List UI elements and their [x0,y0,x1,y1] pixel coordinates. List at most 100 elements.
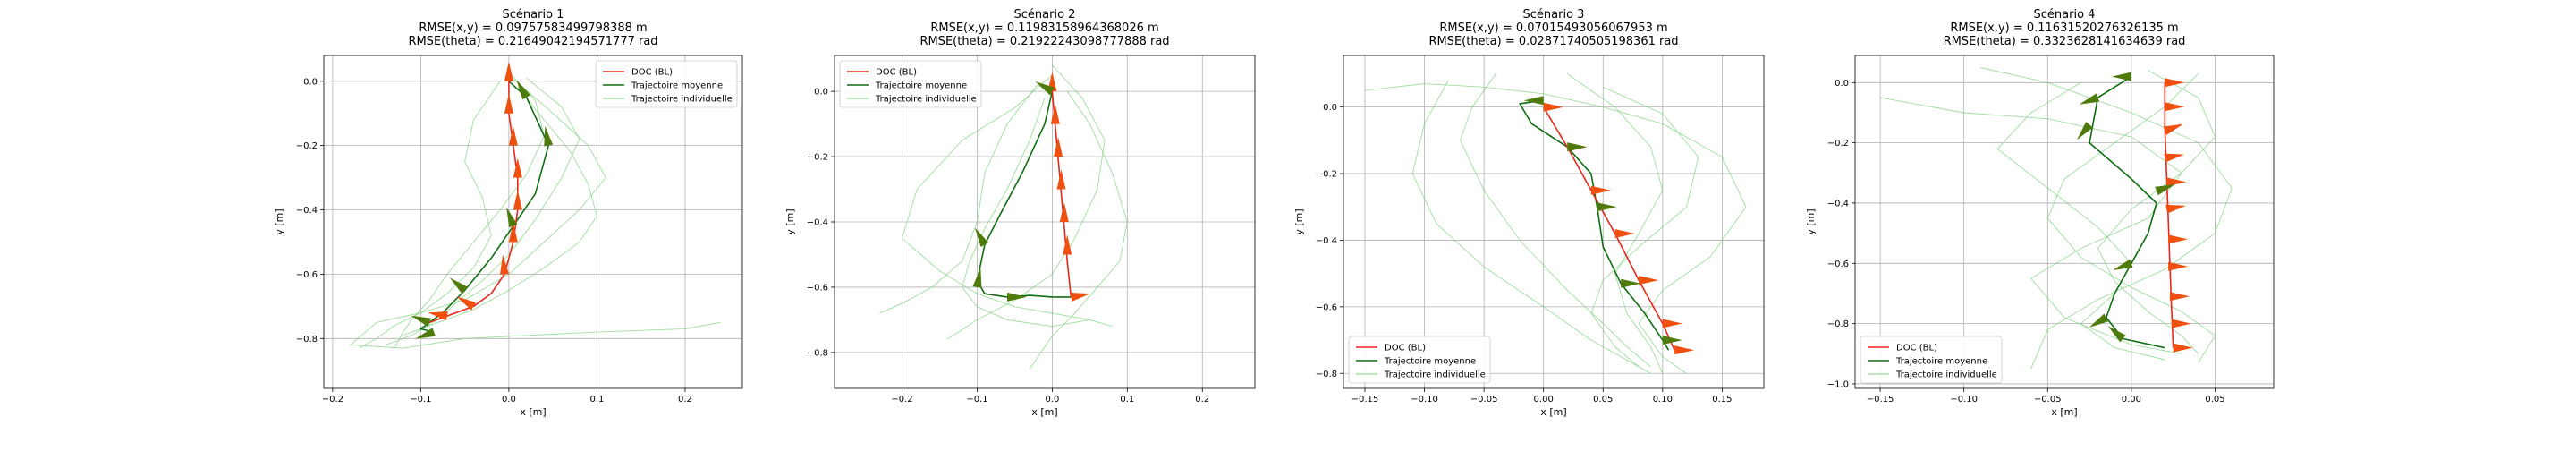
x-tick-label: 0.05 [2205,395,2224,404]
orientation-arrow-doc [1070,292,1091,302]
legend-label-doc: DOC (BL) [631,68,673,78]
legend-label-mean: Trajectoire moyenne [631,81,723,91]
orientation-arrow-doc [2168,261,2189,271]
orientation-arrow-mean [1523,96,1544,106]
legend-box [595,60,738,108]
orientation-arrow-doc [1614,229,1635,238]
y-tick-label: −0.6 [1316,302,1337,312]
y-tick-label: −0.8 [1827,319,1849,329]
chart-title-line: RMSE(theta) = 0.21649042194571777 rad [408,35,657,48]
x-tick-label: 0.0 [502,395,516,404]
x-axis-label: x [m] [2051,406,2077,418]
chart-panel-4: −0.15 −0.10 −0.05 0.00 0.05 0.0 −0.2 −0.4 −0.6 −0… [1805,8,2275,418]
chart-title-line: RMSE(x,y) = 0.09757583499798388 m [419,21,647,35]
series-line-individual [1996,81,2165,361]
chart-title-line: Scénario 1 [503,8,564,21]
x-tick-label: 0.10 [1653,395,1673,404]
y-tick-label: −0.2 [296,141,318,151]
orientation-arrow-mean [1597,202,1617,212]
chart-panel-2: −0.2 −0.1 0.0 0.1 0.2 0.0 −0.2 −0.4 −0.6 −0.8 x [m… [784,8,1256,418]
orientation-arrow-doc [2165,204,2186,214]
orientation-arrow-mean [411,315,431,327]
series-line-individual [902,74,1113,328]
legend-label-mean: Trajectoire moyenne [1895,357,1987,367]
orientation-arrow-doc [2168,234,2189,244]
x-tick-label: −0.15 [1352,395,1379,404]
legend-label-doc: DOC (BL) [876,68,917,78]
axes-frame [1854,55,2275,389]
orientation-arrow-doc [1063,234,1072,255]
legend-box [1860,336,2003,384]
orientation-arrow-doc [1059,202,1069,222]
chart-title-line: Scénario 3 [1523,8,1585,21]
chart-title-line: RMSE(theta) = 0.21922243098777888 rad [919,35,1169,48]
y-tick-label: −0.2 [807,153,828,163]
orientation-arrow-doc [1662,319,1682,328]
orientation-arrow-mean [1567,142,1588,152]
x-tick-label: 0.00 [1534,395,1554,404]
legend: DOC (BL) Trajectoire moyenne Trajectoire i… [839,60,982,108]
y-tick-label: −0.4 [1827,199,1849,208]
legend-label-doc: DOC (BL) [1896,344,1937,353]
orientation-arrow-doc [504,61,513,81]
plot-content [1364,73,1747,374]
series-line-individual [2097,70,2216,354]
y-axis-label: y [m] [1805,208,1817,234]
chart-panel-3: −0.15 −0.10 −0.05 0.00 0.05 0.10 0.15 0.0 −0.2 −0… [1293,8,1765,418]
orientation-arrow-mean [974,227,989,247]
orientation-arrow-doc [1056,169,1066,190]
series-line-individual [1590,86,1699,368]
legend: DOC (BL) Trajectoire moyenne Trajectoire i… [1348,336,1491,384]
chart-title-line: RMSE(x,y) = 0.11631520276326135 m [1950,21,2178,35]
orientation-arrow-mean [1662,336,1682,345]
series-line-individual [2046,72,2216,363]
x-tick-label: 0.1 [589,395,604,404]
orientation-arrow-mean [2076,122,2093,140]
legend: DOC (BL) Trajectoire moyenne Trajectoire i… [595,60,738,108]
series-line-doc [1051,91,1072,297]
orientation-arrow-doc [1674,345,1695,355]
orientation-arrow-doc [428,311,448,321]
x-tick-label: 0.1 [1120,395,1134,404]
series-line-individual [385,77,580,345]
orientation-arrow-doc [504,93,513,114]
series-line-individual [879,84,1038,314]
y-tick-label: −0.6 [296,270,318,280]
y-tick-label: −0.6 [807,283,828,293]
y-tick-label: −0.2 [1316,170,1337,180]
orientation-arrow-doc [1639,276,1659,285]
chart-title-line: Scénario 4 [2034,8,2096,21]
chart-title-line: RMSE(theta) = 0.3323628141634639 rad [1944,35,2186,48]
series-line-individual [962,98,1090,328]
orientation-arrow-mean [2155,183,2175,196]
y-tick-label: 0.0 [303,77,318,87]
x-tick-label: 0.2 [678,395,692,404]
x-tick-label: −0.2 [322,395,343,404]
orientation-arrow-doc [2164,153,2184,163]
x-tick-label: 0.15 [1712,395,1732,404]
x-axis-label: x [m] [1031,406,1057,418]
x-tick-label: 0.2 [1195,395,1209,404]
orientation-arrow-doc [2173,343,2193,353]
series-line-individual [394,71,545,349]
orientation-arrow-mean [2111,72,2131,81]
orientation-arrow-doc [2166,177,2187,187]
chart-title-line: Scénario 2 [1014,8,1076,21]
series-line-individual [359,81,501,349]
y-axis-label: y [m] [784,208,796,234]
legend-label-individual: Trajectoire individuelle [631,95,733,105]
chart-title-line: RMSE(x,y) = 0.07015493056067953 m [1439,21,1667,35]
y-axis-label: y [m] [1293,208,1305,234]
x-axis-label: x [m] [1540,406,1566,418]
x-tick-label: 0.0 [1045,395,1059,404]
orientation-arrow-mean [2089,313,2109,328]
y-tick-label: −0.6 [1827,260,1849,269]
series-line-individual [946,64,1106,340]
series-line-individual [1364,83,1747,374]
series-line-individual [1567,73,1664,374]
y-tick-label: 0.0 [814,88,828,98]
y-tick-label: −0.4 [296,206,318,216]
y-axis-label: y [m] [274,208,285,234]
legend-label-doc: DOC (BL) [1385,344,1426,353]
axes-frame [1343,55,1765,389]
